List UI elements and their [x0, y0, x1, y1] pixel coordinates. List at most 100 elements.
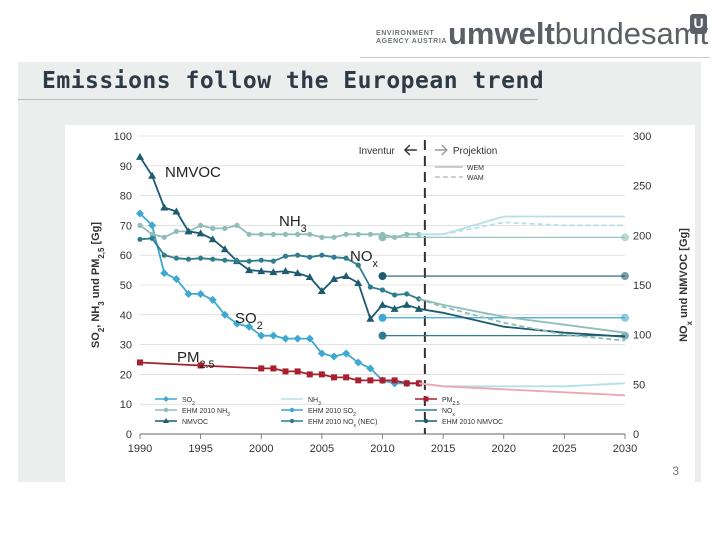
data-point [198, 222, 204, 228]
series-line [139, 156, 420, 321]
data-point [293, 334, 302, 343]
data-point [210, 225, 216, 231]
data-point [404, 231, 410, 237]
y-left-tick-label: 100 [114, 131, 132, 143]
y-right-tick-label: 100 [633, 330, 651, 342]
y-left-tick-label: 40 [120, 310, 132, 322]
data-point [367, 231, 373, 237]
y-left-tick-label: 10 [120, 399, 132, 411]
legend-label: NMVOC [182, 419, 208, 426]
data-point [220, 310, 229, 319]
data-point [366, 314, 375, 322]
wam-label: WAM [467, 175, 484, 182]
agency-line-2: AGENCY AUSTRIA [376, 38, 448, 45]
data-point [148, 221, 157, 230]
legend-marker [163, 396, 169, 402]
data-point [331, 374, 337, 381]
y-left-tick-label: 90 [120, 161, 132, 173]
data-point [305, 273, 314, 281]
y-left-tick-label: 60 [120, 250, 132, 262]
legend-marker [423, 418, 429, 424]
data-point [404, 291, 410, 297]
data-point [161, 234, 167, 240]
data-point [367, 284, 373, 290]
brand-regular: bundesamt [554, 16, 709, 51]
data-point [136, 209, 144, 218]
header-divider [360, 57, 710, 58]
data-point [257, 331, 266, 340]
data-point [295, 252, 301, 258]
data-point [354, 279, 363, 287]
legend-marker [423, 396, 429, 402]
emissions-chart: 0 10 20 30 40 50 60 70 80 90 100 0 50 100 150 200 250 300… [65, 125, 695, 523]
data-point [197, 362, 204, 369]
data-point [172, 275, 181, 284]
data-point [330, 275, 338, 283]
annotation-nh3: NH3 [279, 213, 307, 235]
data-point [319, 234, 325, 240]
y-left-axis-title: SO2, NH3 und PM2,5 [Gg] [90, 222, 106, 348]
data-point [355, 262, 361, 268]
agency-tagline: ENVIRONMENT AGENCY AUSTRIA [376, 30, 447, 46]
y-right-tick-label: 250 [633, 181, 651, 193]
x-tick-label: 2020 [492, 443, 516, 455]
brand-bold: umwelt [448, 16, 555, 51]
data-point [343, 231, 349, 237]
y-right-axis-title: NOx und NMVOC [Gg] [678, 228, 694, 342]
data-point [354, 358, 363, 367]
data-point [343, 374, 350, 381]
slide-content: Emissions follow the European trend 0 10 2… [18, 62, 701, 523]
data-point [210, 256, 216, 262]
data-point [149, 235, 155, 241]
data-point [222, 257, 228, 263]
chart-svg: 0102030405060708090100050100150200250300… [90, 131, 694, 455]
wem-label: WEM [467, 165, 484, 172]
y-left-tick-label: 80 [120, 191, 132, 203]
data-point [355, 377, 362, 384]
data-point [391, 377, 398, 384]
annotation-nox: NOx [350, 248, 379, 270]
data-point [270, 231, 276, 237]
data-point [184, 227, 193, 235]
agency-line-1: ENVIRONMENT [376, 30, 435, 37]
brand-wordmark: umweltbundesamt [448, 14, 708, 54]
legend-label: EHM 2010 NOx (NEC) [308, 419, 377, 429]
ceiling-marker-start [378, 272, 387, 281]
annotation-pm25: PM2.5 [177, 349, 215, 371]
data-point [208, 235, 217, 243]
legend-marker [163, 407, 169, 413]
data-point [270, 258, 276, 264]
data-point [392, 292, 398, 298]
data-point [149, 231, 155, 237]
arrow-left-icon [403, 144, 417, 156]
data-point [318, 371, 325, 378]
data-point [198, 255, 204, 261]
data-point [258, 231, 264, 237]
data-point [330, 352, 338, 361]
x-tick-label: 2010 [370, 443, 394, 455]
annotation-nmvoc: NMVOC [165, 164, 221, 181]
ceiling-marker-end [621, 272, 629, 281]
data-point [196, 289, 205, 298]
legend-marker [289, 418, 295, 424]
data-point [160, 269, 169, 278]
data-point [137, 359, 143, 366]
ceiling-marker-start [378, 313, 387, 322]
data-point [281, 334, 290, 343]
data-point [257, 267, 266, 275]
data-point [184, 289, 193, 298]
y-right-tick-label: 200 [633, 230, 651, 242]
data-point [293, 269, 302, 277]
data-point [160, 203, 169, 211]
legend-marker [289, 407, 295, 413]
data-point [196, 229, 205, 237]
data-point [148, 171, 157, 179]
legend-label: NH3 [308, 397, 321, 407]
data-point [317, 286, 326, 294]
title-underline [18, 99, 538, 100]
legend-label: EHM 2010 NH3 [182, 408, 230, 418]
data-point [306, 371, 313, 378]
data-point [379, 287, 386, 293]
series-line [418, 298, 626, 342]
data-point [258, 365, 265, 372]
